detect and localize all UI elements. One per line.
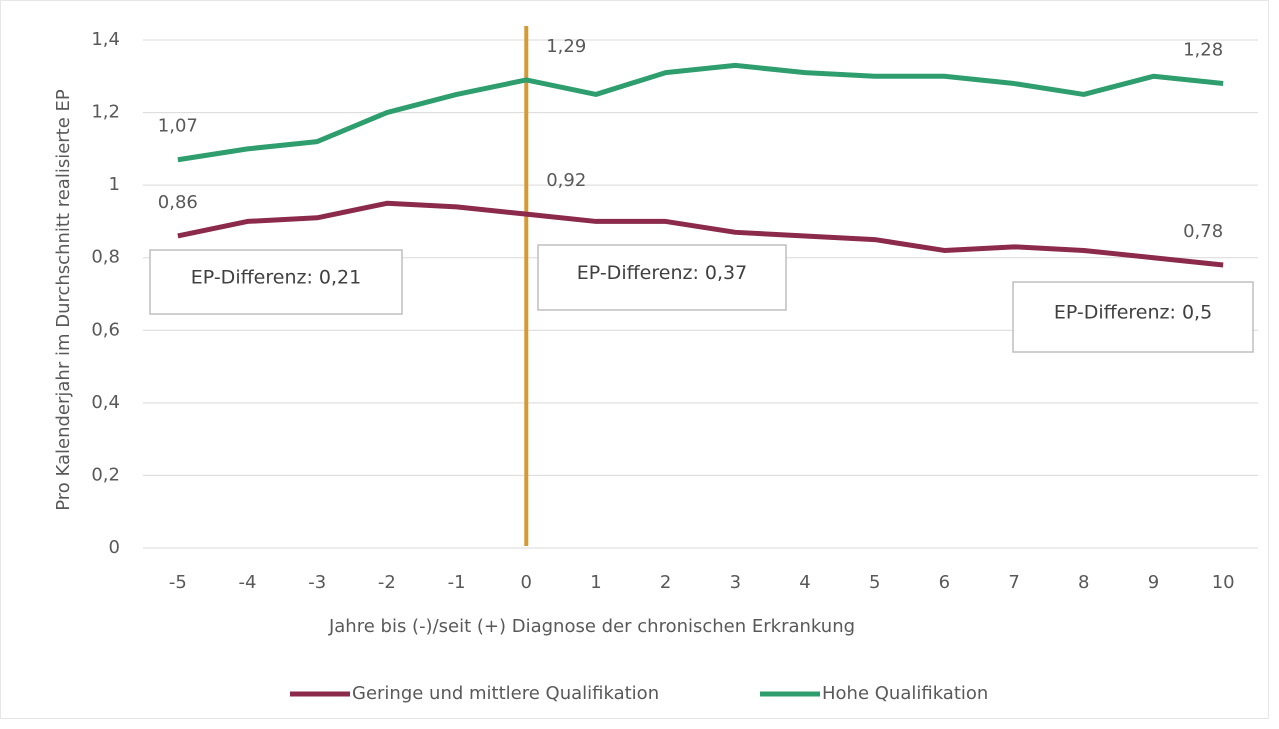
- annotation-box: [149, 249, 403, 315]
- x-tick-label: 1: [590, 572, 601, 593]
- y-tick-label: 0,2: [91, 464, 120, 485]
- x-tick-label: 7: [1008, 572, 1019, 593]
- series-line: [177, 200, 1224, 268]
- x-tick-label: 2: [660, 572, 671, 593]
- x-tick-label: 8: [1078, 572, 1089, 593]
- x-tick-label: -3: [308, 572, 326, 593]
- x-tick-label: 9: [1148, 572, 1159, 593]
- y-axis-title: Pro Kalenderjahr im Durchschnitt realisi…: [53, 89, 74, 511]
- series-line: [177, 62, 1224, 163]
- x-tick-label: 10: [1212, 572, 1235, 593]
- y-tick-label: 0,8: [91, 247, 120, 268]
- data-label: 1,28: [1183, 40, 1223, 61]
- y-tick-label: 0,4: [91, 392, 120, 413]
- y-tick-label: 1: [109, 174, 120, 195]
- annotation: EP-Differenz: 0,5: [1054, 302, 1212, 324]
- x-tick-label: -5: [169, 572, 187, 593]
- data-label: 0,92: [546, 170, 586, 191]
- chart-frame: [0, 0, 1269, 719]
- x-axis-title: Jahre bis (-)/seit (+) Diagnose der chro…: [328, 616, 855, 637]
- annotation-box: [1012, 281, 1254, 353]
- annotation: EP-Differenz: 0,37: [577, 262, 747, 284]
- x-tick-label: 4: [799, 572, 810, 593]
- x-tick-label: 3: [730, 572, 741, 593]
- x-tick-label: -1: [448, 572, 466, 593]
- data-label: 0,86: [158, 192, 198, 213]
- y-tick-label: 0,6: [91, 319, 120, 340]
- data-label: 0,78: [1183, 221, 1223, 242]
- legend-label: Hohe Qualifikation: [822, 683, 988, 704]
- x-tick-label: 6: [939, 572, 950, 593]
- y-tick-label: 0: [109, 537, 120, 558]
- data-label: 1,29: [546, 36, 586, 57]
- y-tick-label: 1,4: [91, 29, 120, 50]
- x-tick-label: 5: [869, 572, 880, 593]
- x-tick-label: 0: [521, 572, 532, 593]
- x-tick-label: -2: [378, 572, 396, 593]
- annotation-box: [537, 244, 787, 311]
- legend-label: Geringe und mittlere Qualifikation: [352, 683, 659, 704]
- y-tick-label: 1,2: [91, 102, 120, 123]
- x-tick-label: -4: [239, 572, 257, 593]
- data-label: 1,07: [158, 116, 198, 137]
- annotation: EP-Differenz: 0,21: [191, 267, 361, 289]
